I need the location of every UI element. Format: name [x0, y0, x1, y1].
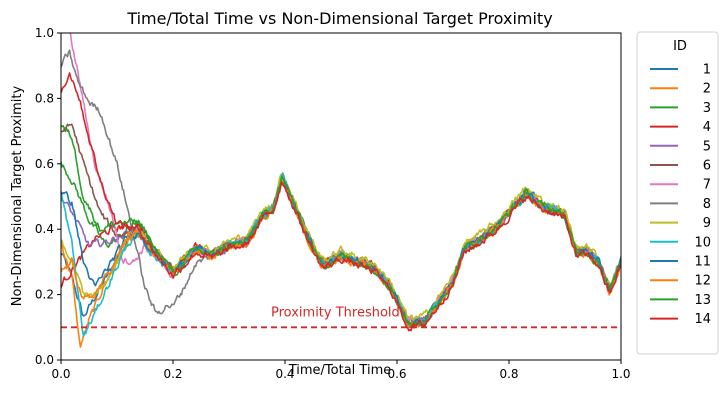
series-line-14 — [61, 72, 621, 332]
plot-frame — [60, 32, 622, 361]
threshold-label: Proximity Threshold — [271, 305, 400, 320]
y-tick-label: 1.0 — [35, 26, 54, 40]
legend-label-14: 14 — [694, 312, 711, 327]
legend-title: ID — [673, 39, 687, 54]
y-tick-label: 0.0 — [35, 353, 54, 367]
x-tick-label: 0.2 — [163, 367, 182, 381]
legend-label-13: 13 — [694, 293, 711, 308]
series-line-8 — [61, 49, 621, 328]
y-tick-label: 0.6 — [35, 157, 54, 171]
legend-label-1: 1 — [703, 63, 711, 78]
x-ticks: 0.0 0.2 0.4 0.6 0.8 1.0 — [51, 360, 631, 381]
legend-label-6: 6 — [703, 159, 711, 174]
legend-label-7: 7 — [703, 178, 711, 193]
legend-label-5: 5 — [703, 139, 711, 154]
y-tick-label: 0.2 — [35, 288, 54, 302]
x-tick-label: 1.0 — [611, 367, 630, 381]
series-line-7 — [69, 33, 621, 325]
legend-label-4: 4 — [703, 120, 711, 135]
legend-box — [636, 31, 719, 355]
x-tick-label: 0.8 — [499, 367, 518, 381]
legend-label-8: 8 — [703, 197, 711, 212]
y-ticks: 0.0 0.2 0.4 0.6 0.8 1.0 — [35, 26, 61, 367]
series-line-6 — [61, 123, 621, 327]
legend-label-12: 12 — [694, 274, 711, 289]
legend-label-10: 10 — [694, 235, 711, 250]
y-tick-label: 0.4 — [35, 222, 54, 236]
chart-title: Time/Total Time vs Non-Dimensional Targe… — [126, 9, 552, 28]
series-line-13 — [61, 124, 621, 328]
legend-label-3: 3 — [703, 101, 711, 116]
y-axis-label: Non-Dimensional Target Proximity — [10, 86, 25, 307]
x-tick-label: 0.0 — [51, 367, 70, 381]
series-layer — [61, 33, 621, 348]
legend-label-11: 11 — [694, 255, 711, 270]
x-tick-label: 0.4 — [275, 367, 294, 381]
threshold-layer: Proximity Threshold — [61, 305, 621, 329]
legend-label-2: 2 — [703, 82, 711, 97]
y-tick-label: 0.8 — [35, 91, 54, 105]
x-tick-label: 0.6 — [387, 367, 406, 381]
x-axis-label: Time/Total Time — [288, 363, 392, 378]
legend-label-9: 9 — [703, 216, 711, 231]
